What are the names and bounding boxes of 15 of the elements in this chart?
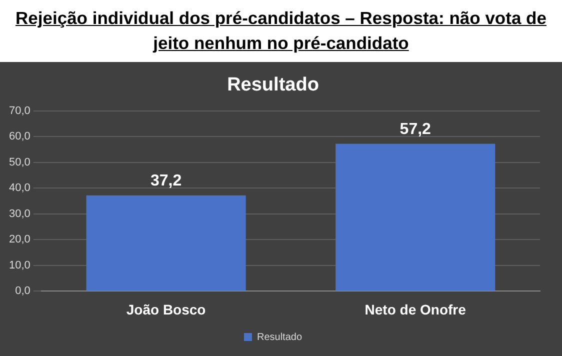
chart-subtitle: Resultado bbox=[227, 74, 319, 96]
legend-label: Resultado bbox=[256, 332, 302, 343]
data-label: 37,2 bbox=[150, 172, 182, 190]
x-tick-label: Neto de Onofre bbox=[364, 301, 466, 318]
y-tick-label: 60,0 bbox=[8, 130, 30, 143]
chart-title: Rejeição individual dos pré-candidatos – Resposta: não vota de jeito nenhum no pré-candidato bbox=[14, 7, 548, 55]
x-tick-label: João Bosco bbox=[126, 301, 206, 318]
y-tick-label: 50,0 bbox=[8, 156, 30, 168]
y-tick-label: 0,0 bbox=[15, 285, 30, 298]
y-tick-label: 20,0 bbox=[8, 234, 30, 246]
y-tick-label: 40,0 bbox=[8, 182, 30, 194]
data-label: 57,2 bbox=[400, 121, 432, 138]
y-tick-label: 10,0 bbox=[8, 259, 30, 272]
y-tick-label: 70,0 bbox=[8, 104, 30, 117]
y-tick-label: 30,0 bbox=[8, 208, 30, 220]
